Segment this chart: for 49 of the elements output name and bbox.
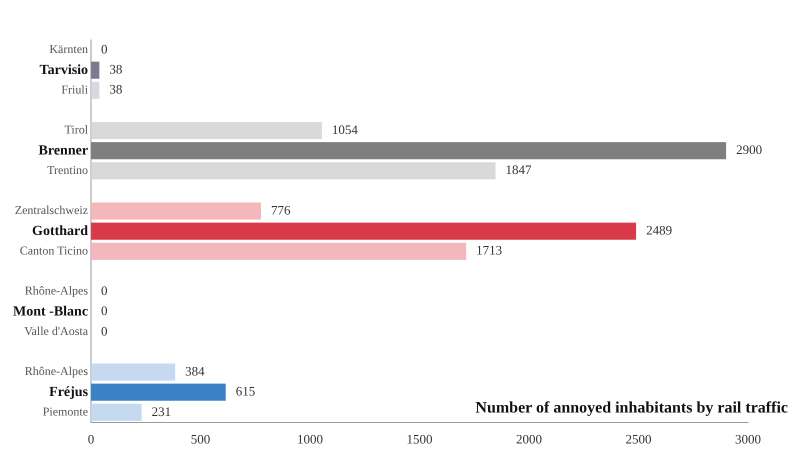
bar [91,142,726,160]
bar [91,82,100,99]
x-tick-label: 1000 [297,432,324,447]
bar [91,62,100,79]
data-label: 1713 [476,242,502,258]
bar [91,404,142,421]
y-tick-label: Tirol [64,122,89,137]
bar [91,222,636,240]
bar [91,122,322,140]
y-tick-label: Canton Ticino [20,243,88,258]
y-tick-label: Valle d'Aosta [24,324,89,338]
y-tick-label: Rhône-Alpes [24,284,88,298]
y-tick-label: Fréjus [49,384,89,400]
data-label: 0 [101,283,108,298]
x-tick-label: 3000 [735,432,761,447]
data-label: 0 [101,41,108,56]
y-tick-label: Mont -Blanc [12,304,88,320]
data-label: 615 [236,384,256,399]
text: Number of annoyed inhabitants by rail traffic [475,400,788,417]
x-tick-label: 0 [88,432,94,447]
y-tick-label: Brenner [38,143,88,158]
bar [91,364,176,381]
x-tick-label: 2500 [626,432,652,447]
y-tick-label: Tarvisio [40,62,88,78]
data-label: 2489 [646,222,672,238]
y-tick-label: Friuli [61,82,89,96]
y-tick-label: Trentino [47,162,88,177]
data-label: 38 [109,62,122,77]
x-tick-label: 1500 [406,432,433,447]
y-tick-label: Gotthard [32,224,88,239]
data-label: 38 [109,82,122,97]
bar [91,242,466,260]
y-tick-label: Zentralschweiz [14,203,88,218]
bar [91,384,226,401]
data-label: 384 [185,364,206,379]
x-tick-label: 500 [190,432,210,447]
bar [91,202,261,220]
data-label: 0 [101,323,108,338]
bar [91,162,496,180]
data-label: 776 [270,202,291,218]
data-label: 231 [152,404,172,419]
y-tick-label: Rhône-Alpes [24,364,88,378]
data-label: 1847 [506,162,532,178]
data-label: 1054 [332,122,358,137]
y-tick-label: Piemonte [42,404,88,418]
x-tick-label: 2000 [516,432,542,447]
y-tick-label: Kärnten [49,42,88,56]
data-label: 0 [101,303,108,318]
data-label: 2900 [736,142,762,158]
